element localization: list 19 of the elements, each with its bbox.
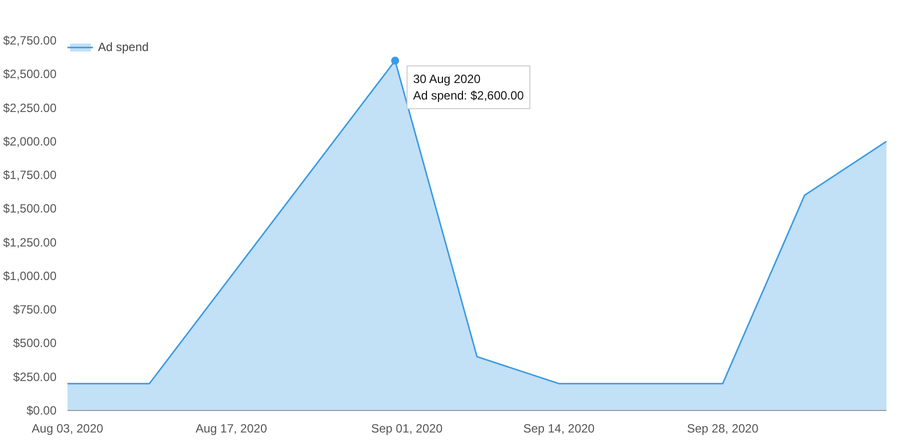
legend-label: Ad spend <box>98 40 149 54</box>
x-tick-label: Aug 03, 2020 <box>32 422 104 436</box>
y-tick-label: $750.00 <box>13 302 57 317</box>
y-tick-label: $1,750.00 <box>3 168 57 182</box>
y-tick-label: $0.00 <box>26 404 57 418</box>
x-tick-label: Sep 01, 2020 <box>371 422 443 436</box>
annotation: 30 Aug 2020 Ad spend: $2,600.00 <box>413 72 524 103</box>
y-tick-label: $500.00 <box>13 336 57 350</box>
y-tick-label: $1,500.00 <box>3 202 57 216</box>
y-tick-label: $1,250.00 <box>3 235 57 250</box>
y-tick-label: $2,250.00 <box>3 100 57 115</box>
y-tick-label: $250.00 <box>13 370 57 384</box>
x-tick-label: Sep 28, 2020 <box>687 422 759 436</box>
y-tick-label: $2,500.00 <box>3 67 57 82</box>
y-tick-label: $1,000.00 <box>3 268 57 283</box>
x-tick-label: Aug 17, 2020 <box>196 422 268 436</box>
y-tick-label: $2,750.00 <box>3 34 57 48</box>
y-tick-label: $2,000.00 <box>3 134 57 148</box>
x-tick-label: Sep 14, 2020 <box>523 422 595 436</box>
